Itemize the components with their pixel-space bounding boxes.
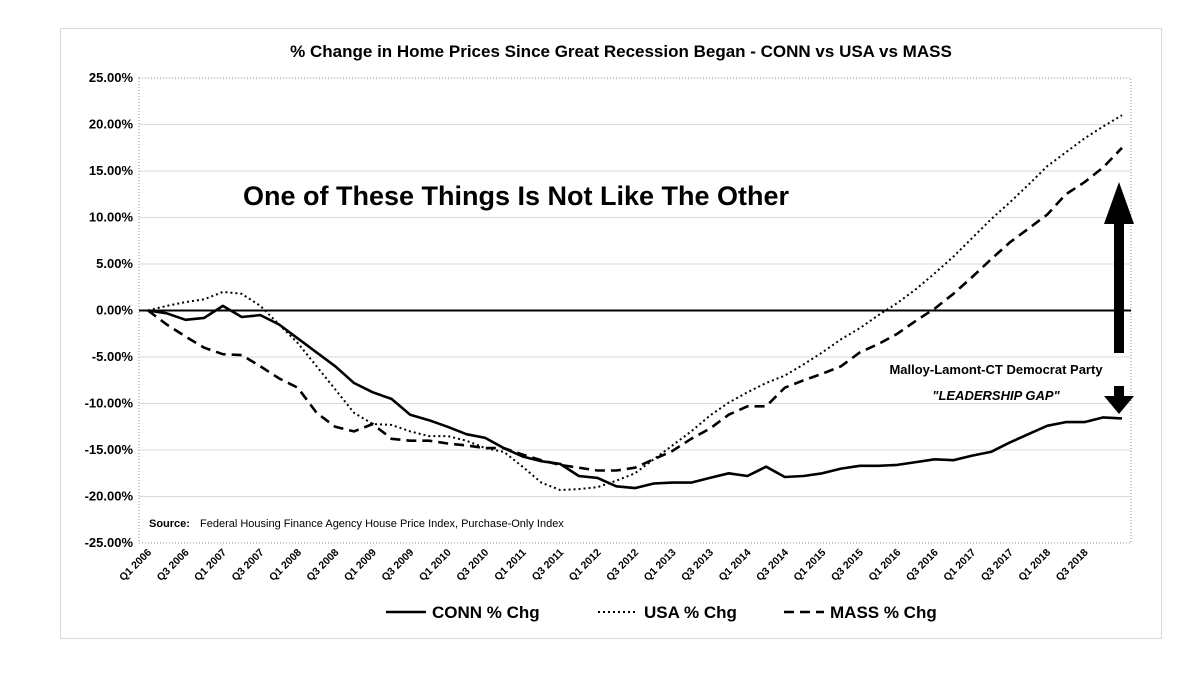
x-tick-label: Q1 2016: [866, 547, 903, 584]
source-note: Source: Federal Housing Finance Agency H…: [149, 518, 564, 530]
x-tick-label: Q3 2014: [754, 547, 791, 584]
series-line-conn: [147, 304, 1123, 490]
chart-frame: % Change in Home Prices Since Great Rece…: [60, 28, 1162, 639]
source-text: Federal Housing Finance Agency House Pri…: [200, 518, 564, 530]
x-tick-label: Q3 2012: [604, 547, 641, 584]
y-tick-label: 20.00%: [89, 117, 134, 132]
x-tick-label: Q3 2006: [155, 547, 192, 584]
x-tick-label: Q1 2008: [267, 547, 304, 584]
y-tick-label: 15.00%: [89, 163, 134, 178]
y-tick-label: -25.00%: [85, 535, 134, 550]
headline-annotation: One of These Things Is Not Like The Othe…: [243, 181, 790, 211]
legend-label-conn: CONN % Chg: [432, 603, 540, 622]
x-tick-label: Q3 2008: [304, 547, 341, 584]
x-tick-label: Q1 2014: [717, 547, 754, 584]
series-line-mass: [147, 146, 1123, 472]
x-tick-label: Q3 2010: [454, 547, 491, 584]
x-tick-label: Q3 2011: [530, 547, 567, 584]
gap-annotation: Malloy-Lamont-CT Democrat Party "LEADERS…: [889, 362, 1103, 403]
y-tick-label: -15.00%: [85, 442, 134, 457]
x-tick-label: Q1 2010: [417, 547, 454, 584]
x-tick-label: Q1 2006: [117, 547, 154, 584]
x-tick-label: Q3 2009: [379, 547, 416, 584]
x-tick-label: Q3 2007: [230, 547, 267, 584]
x-axis-ticks: Q1 2006 Q3 2006 Q1 2007 Q3 2007 Q1 2008 Q3 20…: [117, 547, 1091, 584]
x-tick-label: Q1 2017: [941, 547, 978, 584]
x-tick-label: Q1 2015: [791, 547, 828, 584]
y-tick-label: -10.00%: [85, 396, 134, 411]
series-lines: [147, 114, 1123, 491]
x-tick-label: Q3 2015: [829, 547, 866, 584]
y-tick-label: 10.00%: [89, 210, 134, 225]
gap-arrow-up: [1104, 182, 1134, 353]
x-tick-label: Q1 2007: [192, 547, 229, 584]
y-tick-label: 5.00%: [96, 256, 133, 271]
y-tick-label: 25.00%: [89, 70, 134, 85]
gap-label-line2: "LEADERSHIP GAP": [932, 388, 1060, 403]
x-tick-label: Q3 2017: [979, 547, 1016, 584]
y-axis-ticks: 25.00% 20.00% 15.00% 10.00% 5.00% 0.00% -5.00%…: [85, 70, 134, 550]
y-tick-label: -5.00%: [92, 349, 134, 364]
x-tick-label: Q3 2016: [904, 547, 941, 584]
chart-svg: % Change in Home Prices Since Great Rece…: [85, 42, 1134, 622]
x-tick-label: Q1 2013: [642, 547, 679, 584]
gap-arrow-down: [1104, 386, 1134, 414]
y-tick-label: 0.00%: [96, 303, 133, 318]
legend-label-mass: MASS % Chg: [830, 603, 937, 622]
x-tick-label: Q3 2018: [1054, 547, 1091, 584]
chart-title: % Change in Home Prices Since Great Rece…: [290, 42, 952, 61]
series-line-usa: [147, 114, 1123, 491]
x-tick-label: Q3 2013: [679, 547, 716, 584]
legend: CONN % Chg USA % Chg MASS % Chg: [386, 603, 937, 622]
y-tick-label: -20.00%: [85, 489, 134, 504]
gridlines: [138, 77, 1132, 544]
gap-label-line1: Malloy-Lamont-CT Democrat Party: [889, 362, 1103, 377]
legend-label-usa: USA % Chg: [644, 603, 737, 622]
x-tick-label: Q1 2018: [1016, 547, 1053, 584]
x-tick-label: Q1 2012: [567, 547, 604, 584]
x-tick-label: Q1 2011: [492, 547, 529, 584]
source-label: Source:: [149, 518, 190, 530]
x-tick-label: Q1 2009: [342, 547, 379, 584]
